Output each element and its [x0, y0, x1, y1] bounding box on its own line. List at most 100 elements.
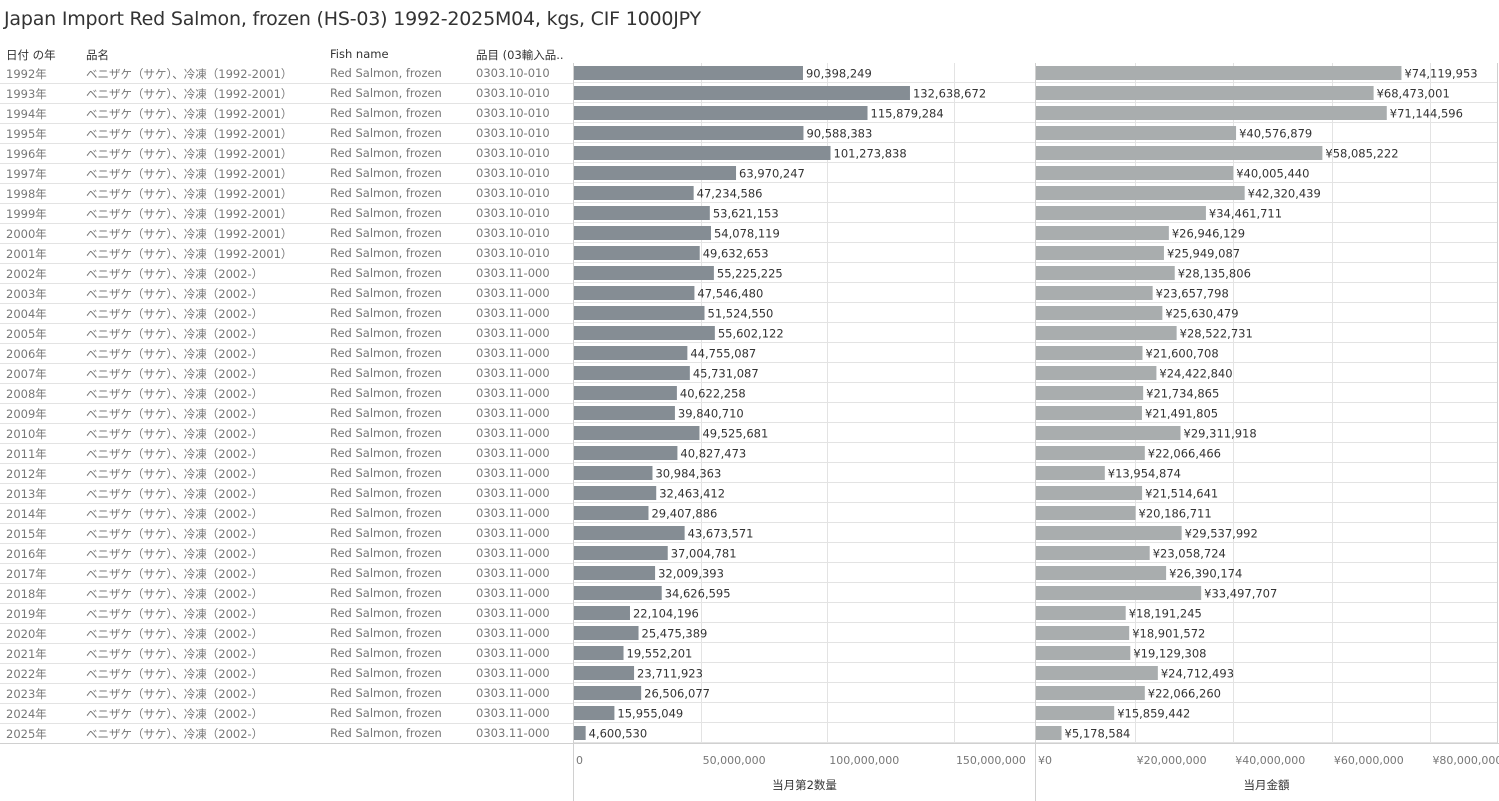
table-row[interactable]: 2007年 ベニザケ（サケ）、冷凍（2002-） Red Salmon, froze…	[0, 363, 573, 384]
bar-qty[interactable]	[574, 206, 710, 220]
table-row[interactable]: 2004年 ベニザケ（サケ）、冷凍（2002-） Red Salmon, froze…	[0, 303, 573, 324]
table-row[interactable]: 2022年 ベニザケ（サケ）、冷凍（2002-） Red Salmon, froze…	[0, 663, 573, 684]
bar-qty[interactable]	[574, 166, 737, 180]
bar-qty[interactable]	[574, 626, 639, 640]
column-header-product-name[interactable]: 品名	[86, 48, 109, 62]
table-row[interactable]: 2012年 ベニザケ（サケ）、冷凍（2002-） Red Salmon, froze…	[0, 463, 573, 484]
bar-qty[interactable]	[574, 446, 678, 460]
bar-value[interactable]	[1036, 726, 1062, 740]
bar-value[interactable]	[1036, 686, 1145, 700]
table-row[interactable]: 1999年 ベニザケ（サケ）、冷凍（1992-2001） Red Salmon, f…	[0, 203, 573, 224]
bar-value[interactable]	[1036, 366, 1157, 380]
bar-value[interactable]	[1036, 706, 1115, 720]
bar-qty[interactable]	[574, 146, 831, 160]
bar-value[interactable]	[1036, 386, 1144, 400]
table-row[interactable]: 2024年 ベニザケ（サケ）、冷凍（2002-） Red Salmon, froze…	[0, 703, 573, 724]
table-row[interactable]: 2020年 ベニザケ（サケ）、冷凍（2002-） Red Salmon, froze…	[0, 623, 573, 644]
bar-value[interactable]	[1036, 566, 1167, 580]
bar-qty[interactable]	[574, 586, 662, 600]
table-row[interactable]: 2002年 ベニザケ（サケ）、冷凍（2002-） Red Salmon, froze…	[0, 263, 573, 284]
bar-qty[interactable]	[574, 546, 668, 560]
column-header-year[interactable]: 日付 の年	[6, 48, 56, 62]
bar-value[interactable]	[1036, 486, 1143, 500]
bar-value[interactable]	[1036, 346, 1143, 360]
bar-qty[interactable]	[574, 366, 690, 380]
bar-qty[interactable]	[574, 606, 630, 620]
table-row[interactable]: 2009年 ベニザケ（サケ）、冷凍（2002-） Red Salmon, froze…	[0, 403, 573, 424]
column-header-fish-name[interactable]: Fish name	[330, 47, 389, 61]
table-row[interactable]: 2013年 ベニザケ（サケ）、冷凍（2002-） Red Salmon, froze…	[0, 483, 573, 504]
bar-qty[interactable]	[574, 286, 695, 300]
bar-value[interactable]	[1036, 206, 1206, 220]
bar-qty[interactable]	[574, 106, 868, 120]
bar-qty[interactable]	[574, 346, 688, 360]
bar-value[interactable]	[1036, 586, 1202, 600]
bar-value[interactable]	[1036, 166, 1234, 180]
bar-value[interactable]	[1036, 606, 1126, 620]
bar-qty[interactable]	[574, 686, 642, 700]
bar-value[interactable]	[1036, 526, 1182, 540]
bar-qty[interactable]	[574, 226, 711, 240]
bar-value[interactable]	[1036, 66, 1402, 80]
table-row[interactable]: 2001年 ベニザケ（サケ）、冷凍（1992-2001） Red Salmon, f…	[0, 243, 573, 264]
table-row[interactable]: 2008年 ベニザケ（サケ）、冷凍（2002-） Red Salmon, froze…	[0, 383, 573, 404]
table-row[interactable]: 2005年 ベニザケ（サケ）、冷凍（2002-） Red Salmon, froze…	[0, 323, 573, 344]
table-row[interactable]: 1992年 ベニザケ（サケ）、冷凍（1992-2001） Red Salmon, f…	[0, 63, 573, 84]
bar-qty[interactable]	[574, 646, 624, 660]
bar-qty[interactable]	[574, 86, 910, 100]
bar-value[interactable]	[1036, 286, 1153, 300]
bar-value[interactable]	[1036, 246, 1164, 260]
bar-qty[interactable]	[574, 66, 803, 80]
bar-value[interactable]	[1036, 646, 1131, 660]
table-row[interactable]: 2003年 ベニザケ（サケ）、冷凍（2002-） Red Salmon, froze…	[0, 283, 573, 304]
table-row[interactable]: 2017年 ベニザケ（サケ）、冷凍（2002-） Red Salmon, froze…	[0, 563, 573, 584]
bar-value[interactable]	[1036, 226, 1169, 240]
table-row[interactable]: 2015年 ベニザケ（サケ）、冷凍（2002-） Red Salmon, froze…	[0, 523, 573, 544]
bar-qty[interactable]	[574, 306, 705, 320]
bar-qty[interactable]	[574, 266, 714, 280]
bar-value[interactable]	[1036, 86, 1374, 100]
table-row[interactable]: 2023年 ベニザケ（サケ）、冷凍（2002-） Red Salmon, froze…	[0, 683, 573, 704]
table-row[interactable]: 2014年 ベニザケ（サケ）、冷凍（2002-） Red Salmon, froze…	[0, 503, 573, 524]
bar-qty[interactable]	[574, 246, 700, 260]
table-row[interactable]: 1996年 ベニザケ（サケ）、冷凍（1992-2001） Red Salmon, f…	[0, 143, 573, 164]
bar-value[interactable]	[1036, 406, 1142, 420]
column-header-item-code[interactable]: 品目 (03輸入品..	[476, 48, 564, 62]
bar-qty[interactable]	[574, 506, 649, 520]
table-row[interactable]: 2021年 ベニザケ（サケ）、冷凍（2002-） Red Salmon, froze…	[0, 643, 573, 664]
bar-value[interactable]	[1036, 146, 1323, 160]
table-row[interactable]: 1997年 ベニザケ（サケ）、冷凍（1992-2001） Red Salmon, f…	[0, 163, 573, 184]
table-row[interactable]: 2011年 ベニザケ（サケ）、冷凍（2002-） Red Salmon, froze…	[0, 443, 573, 464]
table-row[interactable]: 1993年 ベニザケ（サケ）、冷凍（1992-2001） Red Salmon, f…	[0, 83, 573, 104]
table-row[interactable]: 1998年 ベニザケ（サケ）、冷凍（1992-2001） Red Salmon, f…	[0, 183, 573, 204]
bar-qty[interactable]	[574, 326, 715, 340]
bar-value[interactable]	[1036, 106, 1387, 120]
bar-qty[interactable]	[574, 486, 657, 500]
table-row[interactable]: 2000年 ベニザケ（サケ）、冷凍（1992-2001） Red Salmon, f…	[0, 223, 573, 244]
bar-value[interactable]	[1036, 126, 1237, 140]
bar-qty[interactable]	[574, 706, 615, 720]
bar-qty[interactable]	[574, 666, 635, 680]
bar-value[interactable]	[1036, 466, 1105, 480]
table-row[interactable]: 2006年 ベニザケ（サケ）、冷凍（2002-） Red Salmon, froze…	[0, 343, 573, 364]
bar-qty[interactable]	[574, 186, 694, 200]
table-row[interactable]: 1994年 ベニザケ（サケ）、冷凍（1992-2001） Red Salmon, f…	[0, 103, 573, 124]
table-row[interactable]: 2010年 ベニザケ（サケ）、冷凍（2002-） Red Salmon, froze…	[0, 423, 573, 444]
bar-value[interactable]	[1036, 626, 1130, 640]
table-row[interactable]: 1995年 ベニザケ（サケ）、冷凍（1992-2001） Red Salmon, f…	[0, 123, 573, 144]
bar-qty[interactable]	[574, 126, 804, 140]
bar-value[interactable]	[1036, 546, 1150, 560]
bar-value[interactable]	[1036, 306, 1163, 320]
bar-value[interactable]	[1036, 326, 1177, 340]
bar-value[interactable]	[1036, 506, 1136, 520]
bar-value[interactable]	[1036, 186, 1245, 200]
bar-qty[interactable]	[574, 566, 656, 580]
bar-qty[interactable]	[574, 426, 700, 440]
bar-qty[interactable]	[574, 726, 586, 740]
bar-value[interactable]	[1036, 666, 1158, 680]
table-row[interactable]: 2016年 ベニザケ（サケ）、冷凍（2002-） Red Salmon, froze…	[0, 543, 573, 564]
bar-qty[interactable]	[574, 406, 675, 420]
table-row[interactable]: 2019年 ベニザケ（サケ）、冷凍（2002-） Red Salmon, froze…	[0, 603, 573, 624]
bar-value[interactable]	[1036, 266, 1175, 280]
table-row[interactable]: 2018年 ベニザケ（サケ）、冷凍（2002-） Red Salmon, froze…	[0, 583, 573, 604]
